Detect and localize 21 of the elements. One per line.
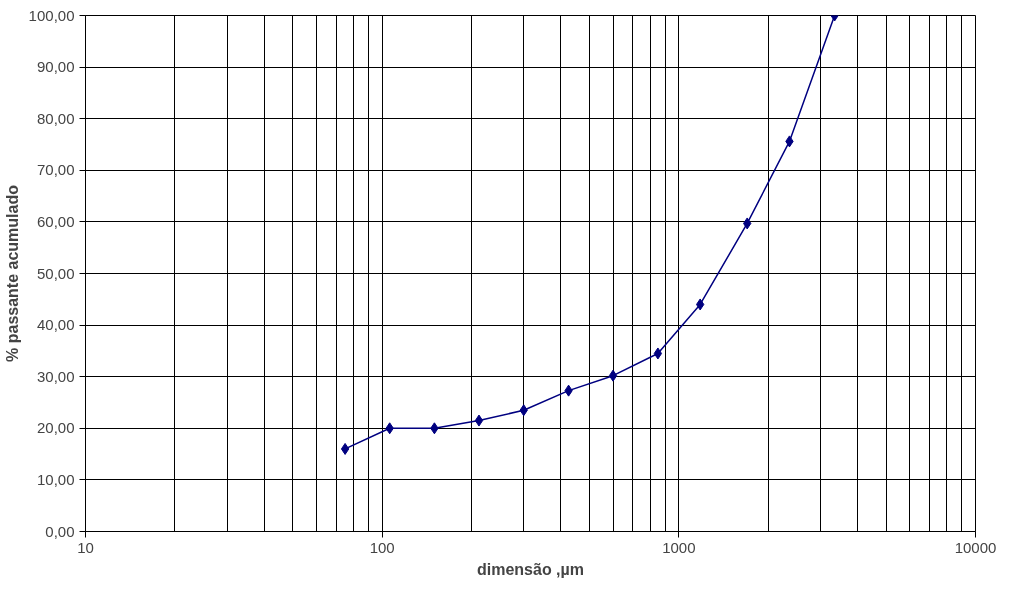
point <box>608 369 618 382</box>
y-tick-label: 40,00 <box>36 316 75 334</box>
y-tick-label: 30,00 <box>36 367 75 385</box>
y-tick-label: 100,00 <box>28 6 75 24</box>
point <box>474 414 484 427</box>
x-tick-label: 100 <box>369 538 395 556</box>
point <box>340 442 350 455</box>
point <box>653 347 663 360</box>
x-tick-label: 1000 <box>662 538 696 556</box>
y-tick-label: 0,00 <box>45 522 75 540</box>
y-tick-label: 60,00 <box>36 212 75 230</box>
y-axis-title: % passante acumulado <box>3 184 21 362</box>
y-tick-label: 20,00 <box>36 419 75 437</box>
y-tick-label: 90,00 <box>36 58 75 76</box>
x-tick-label: 10000 <box>954 538 997 556</box>
y-tick-label: 70,00 <box>36 161 75 179</box>
y-tick-label: 50,00 <box>36 264 75 282</box>
x-tick-label: 10 <box>77 538 94 556</box>
y-tick-label: 10,00 <box>36 470 75 488</box>
x-axis-title: dimensão ,µm <box>476 560 585 578</box>
y-tick-label: 80,00 <box>36 109 75 127</box>
